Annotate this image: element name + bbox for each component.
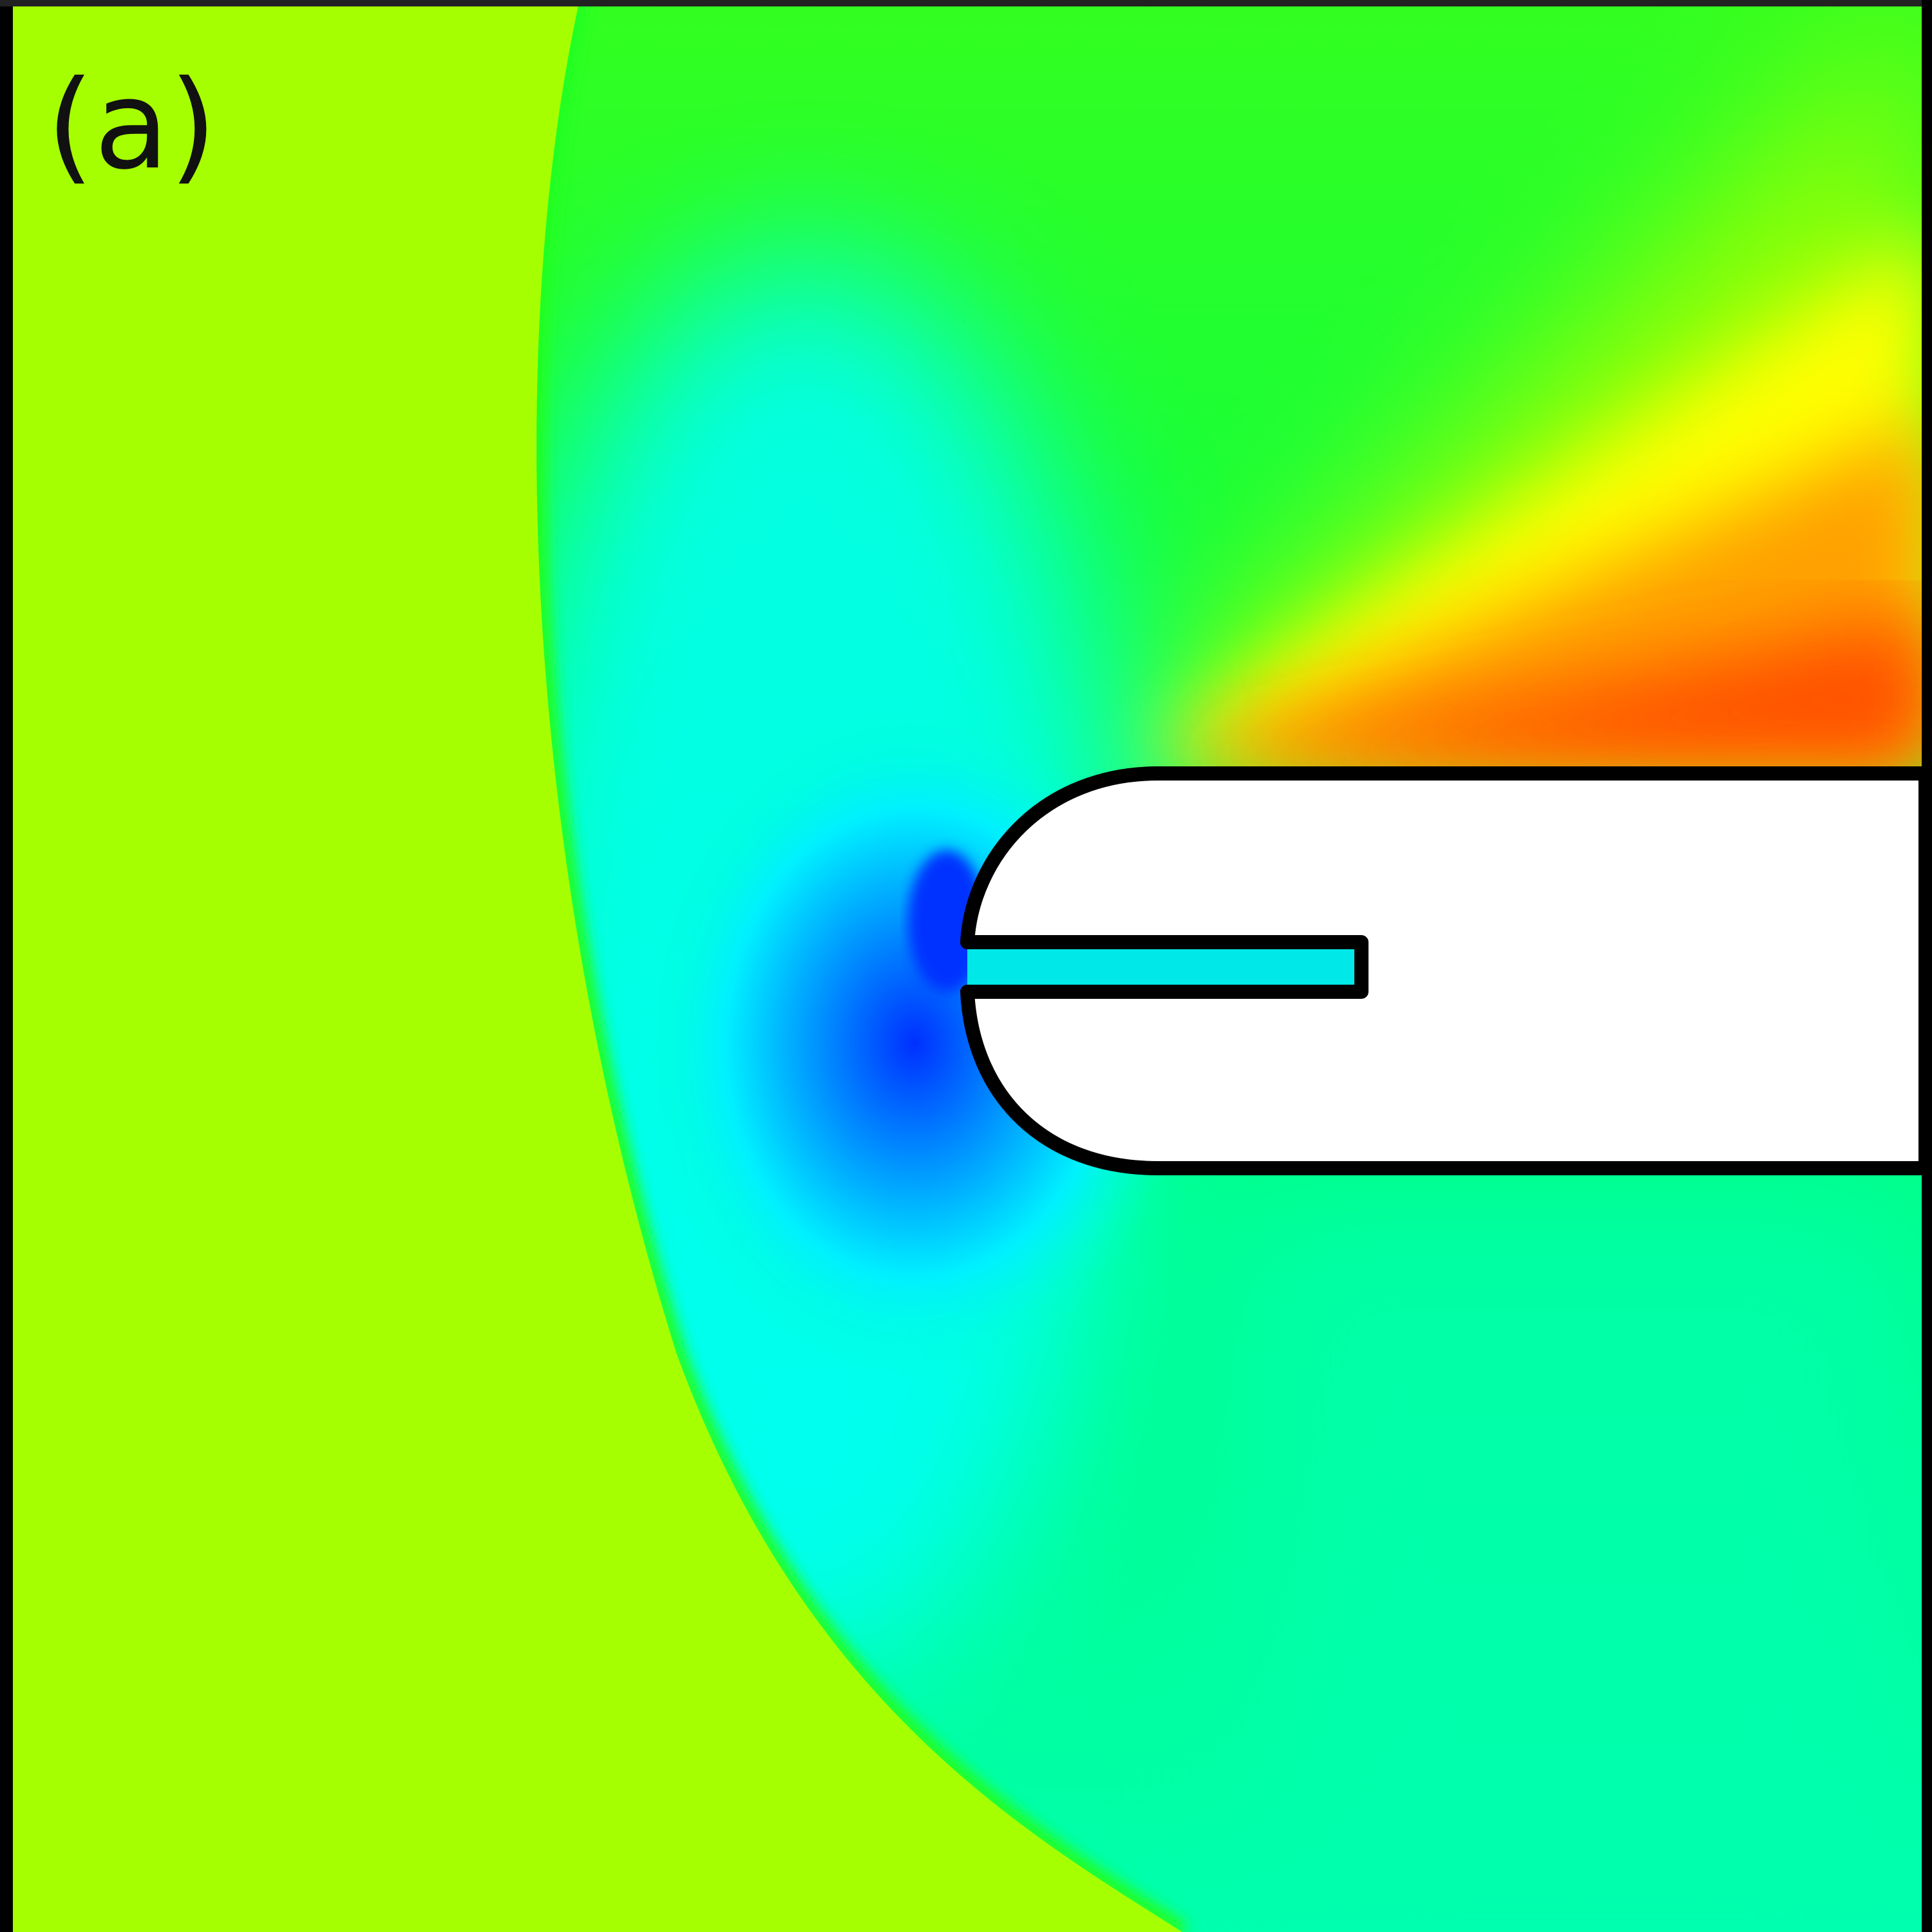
frame-top [0, 0, 1932, 6]
frame-right [1922, 0, 1932, 1932]
frame-left [0, 0, 13, 1932]
slot-cavity [967, 949, 1354, 985]
panel-label: (a) [46, 54, 217, 196]
body-outline [960, 766, 1932, 1175]
